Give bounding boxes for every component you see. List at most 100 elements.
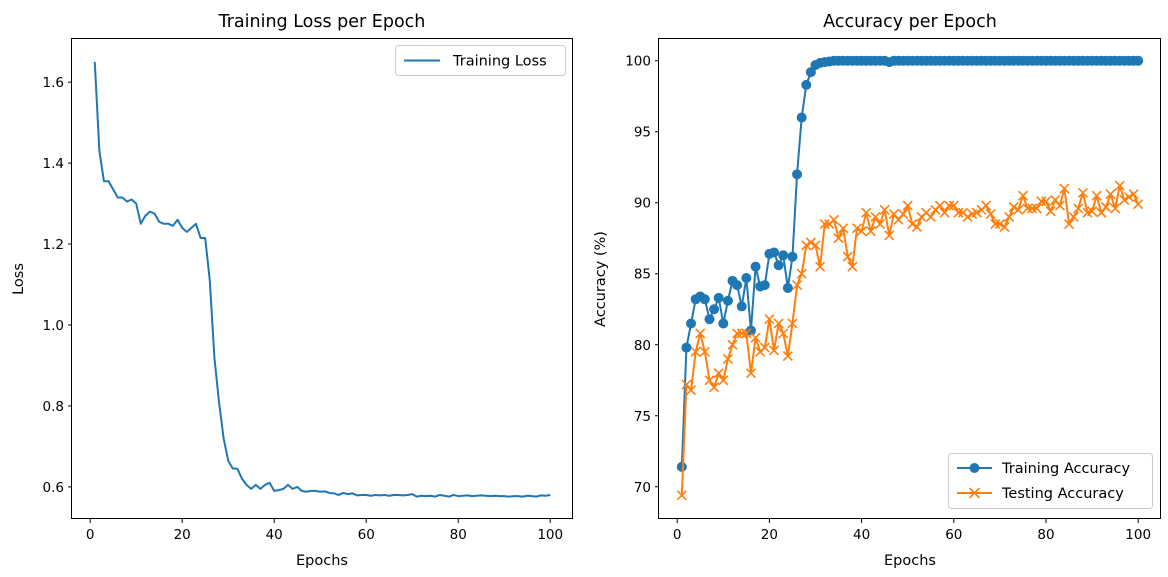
testing-accuracy-point [1087, 206, 1098, 217]
testing-accuracy-point [676, 490, 687, 501]
training-accuracy-point [778, 250, 789, 261]
accuracy-ytick-label: 70 [634, 480, 651, 496]
training-accuracy-point [681, 342, 692, 353]
testing-accuracy-point [796, 268, 807, 279]
testing-accuracy-point [879, 204, 890, 215]
loss-legend-box [395, 45, 566, 76]
testing-accuracy-point [722, 353, 733, 365]
accuracy-chart-lines [676, 55, 1144, 501]
testing-accuracy-point [861, 207, 872, 218]
testing-accuracy-point [713, 368, 724, 379]
train-legend-label: Training Accuracy [1001, 461, 1130, 477]
accuracy-legend-box [948, 453, 1153, 509]
testing-accuracy-point [1133, 199, 1144, 210]
testing-accuracy-point [1110, 203, 1121, 214]
testing-accuracy-point [1077, 187, 1088, 198]
testing-accuracy-point [1059, 183, 1070, 194]
training-accuracy-point [759, 280, 770, 291]
testing-accuracy-point [1022, 203, 1033, 214]
training-accuracy-point [741, 273, 752, 284]
testing-accuracy-point [1128, 189, 1139, 200]
testing-accuracy-point [690, 346, 701, 357]
accuracy-xtick-label: 60 [945, 527, 962, 543]
loss-ytick-label: 1.0 [43, 318, 64, 334]
testing-accuracy-point [902, 200, 913, 211]
training-accuracy-point [1133, 55, 1144, 66]
testing-accuracy-point [874, 218, 886, 230]
training-accuracy-point [769, 247, 780, 258]
accuracy-xtick-label: 0 [673, 527, 682, 543]
loss-xtick-label: 0 [86, 527, 95, 543]
testing-accuracy-point [1027, 203, 1038, 214]
testing-accuracy-point [1008, 201, 1019, 213]
accuracy-ytick-label: 95 [634, 125, 651, 141]
testing-accuracy-point [944, 200, 955, 211]
testing-accuracy-point [994, 218, 1005, 230]
testing-accuracy-point [856, 226, 867, 237]
training-accuracy-point [745, 325, 756, 336]
testing-accuracy-point [1054, 200, 1065, 211]
accuracy-xtick-label: 80 [1037, 527, 1054, 543]
testing-accuracy-point [1031, 203, 1042, 214]
testing-accuracy-point [838, 223, 849, 234]
testing-accuracy-point [898, 209, 909, 220]
training-accuracy-point [773, 260, 784, 271]
testing-accuracy-point [759, 342, 770, 353]
loss-chart-title: Training Loss per Epoch [218, 12, 426, 32]
testing-accuracy-point [907, 218, 918, 230]
test-legend-marker [968, 487, 981, 499]
testing-accuracy-point [1036, 196, 1047, 207]
testing-accuracy-point [741, 328, 752, 339]
loss-chart-ticks: 0 20 40 60 80 100 0.6 0.8 1.0 1.2 1.4 1.6 [43, 75, 564, 543]
training-accuracy-point [732, 280, 743, 291]
loss-xtick-label: 40 [266, 527, 283, 543]
testing-accuracy-point [782, 351, 793, 362]
testing-accuracy-point [939, 207, 950, 218]
accuracy-chart-frame [658, 38, 1161, 519]
loss-ytick-label: 0.6 [43, 480, 64, 496]
testing-accuracy-point [727, 339, 738, 350]
testing-accuracy-point [709, 382, 720, 393]
testing-accuracy-point [990, 218, 1001, 230]
accuracy-chart-legend: Training Accuracy Testing Accuracy [948, 453, 1153, 509]
testing-accuracy-point [1123, 191, 1135, 203]
training-accuracy-point [722, 295, 733, 306]
accuracy-xtick-label: 100 [1125, 527, 1151, 543]
accuracy-ytick-label: 75 [634, 409, 651, 425]
loss-ytick-label: 1.6 [43, 75, 64, 91]
accuracy-chart-ticks: 0 20 40 60 80 100 70 75 80 85 90 95 100 [625, 54, 1151, 543]
testing-accuracy-point [851, 223, 863, 234]
training-accuracy-point [699, 294, 710, 305]
training-accuracy-point [736, 301, 747, 312]
training-accuracy-point [686, 318, 697, 329]
testing-accuracy-point [865, 226, 876, 237]
loss-ytick-label: 1.4 [43, 156, 64, 172]
loss-xtick-label: 80 [450, 527, 467, 543]
training-accuracy-point [713, 292, 724, 303]
testing-accuracy-point [815, 261, 826, 272]
testing-accuracy-point [1063, 218, 1075, 230]
loss-chart-ylabel: Loss [11, 263, 27, 295]
training-accuracy-point [787, 251, 798, 262]
testing-accuracy-point [985, 209, 996, 220]
loss-chart: Training Loss per Epoch Epochs Loss 0 20 4… [11, 12, 573, 569]
testing-accuracy-point [833, 233, 844, 244]
test-legend-label: Testing Accuracy [1001, 486, 1124, 502]
accuracy-ytick-label: 80 [634, 338, 651, 354]
testing-accuracy-point [1105, 189, 1116, 200]
loss-legend-label: Training Loss [452, 54, 547, 70]
testing-accuracy-point [1114, 180, 1125, 191]
loss-ytick-label: 1.2 [43, 237, 64, 253]
accuracy-xtick-label: 40 [853, 527, 870, 543]
testing-accuracy-point [801, 240, 812, 251]
testing-accuracy-point [911, 221, 922, 232]
testing-accuracy-point [980, 200, 992, 211]
testing-accuracy-point [999, 221, 1010, 232]
testing-accuracy-point [1040, 196, 1052, 207]
loss-chart-lines [93, 61, 551, 498]
loss-chart-frame [71, 38, 573, 519]
testing-accuracy-point [1068, 211, 1079, 223]
testing-accuracy-point [1045, 206, 1056, 217]
training-accuracy-point [796, 112, 807, 123]
